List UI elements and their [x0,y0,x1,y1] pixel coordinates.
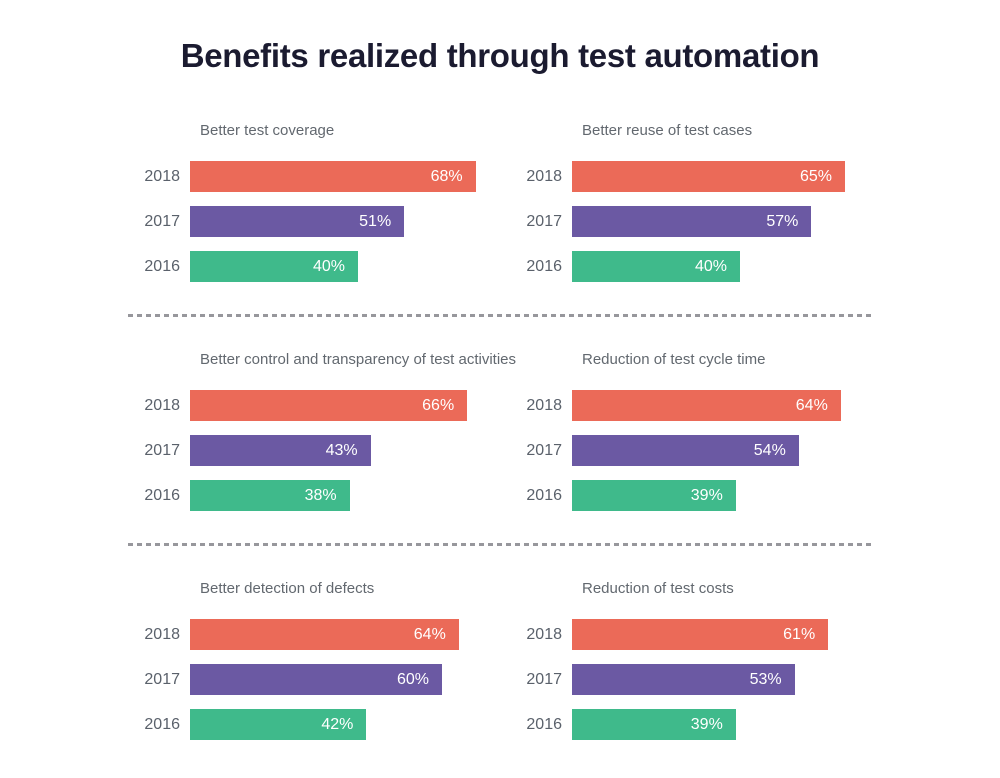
bar-value-label: 42% [321,715,354,733]
charts-row-1: Better test coverage 2018 68% 2017 51% 2… [128,122,872,282]
bar-row: 2016 40% [510,251,872,282]
bar-row: 2017 57% [510,206,872,237]
bar-value-label: 66% [422,396,455,414]
year-label: 2017 [526,212,562,230]
bar-2018: 61% [572,619,829,650]
bar-value-label: 43% [325,441,358,459]
bar-2016: 39% [572,480,736,511]
year-label: 2017 [526,670,562,688]
chart-better-detection-of-defects: Better detection of defects 2018 64% 201… [128,580,500,740]
dashed-divider [128,543,872,546]
bar-value-label: 57% [766,212,799,230]
page-title: Benefits realized through test automatio… [180,37,820,74]
year-label: 2016 [526,257,562,275]
chart-title: Better detection of defects [200,580,375,597]
bar-row: 2017 43% [128,435,500,466]
bar-row: 2016 40% [128,251,500,282]
bar-row: 2018 64% [510,390,872,421]
chart-title: Better test coverage [200,122,335,139]
year-label: 2017 [144,441,180,459]
bar-value-label: 39% [690,486,723,504]
year-label: 2016 [144,257,180,275]
chart-title: Better control and transparency of test … [200,351,516,368]
bar-2017: 57% [572,206,812,237]
bar-row: 2018 66% [128,390,500,421]
year-label: 2016 [526,715,562,733]
bar-value-label: 68% [430,167,463,185]
chart-reduction-of-test-cycle-time: Reduction of test cycle time 2018 64% 20… [510,351,872,511]
year-label: 2016 [144,715,180,733]
bar-2018: 65% [572,161,845,192]
bar-row: 2018 64% [128,619,500,650]
year-label: 2018 [144,625,180,643]
year-label: 2016 [144,486,180,504]
dashed-divider [128,314,872,317]
bar-row: 2016 38% [128,480,500,511]
bar-2018: 68% [190,161,476,192]
bar-2016: 40% [190,251,358,282]
bar-2017: 43% [190,435,371,466]
bar-row: 2018 61% [510,619,872,650]
bar-row: 2016 39% [510,709,872,740]
chart-reduction-of-test-costs: Reduction of test costs 2018 61% 2017 53… [510,580,872,740]
bar-2017: 54% [572,435,799,466]
bar-value-label: 40% [312,257,345,275]
charts-grid: Better test coverage 2018 68% 2017 51% 2… [128,122,872,740]
year-label: 2018 [144,396,180,414]
bar-value-label: 64% [413,625,446,643]
bar-value-label: 53% [749,670,782,688]
chart-better-control-and-transparency: Better control and transparency of test … [128,351,516,511]
bar-2016: 42% [190,709,367,740]
charts-row-3: Better detection of defects 2018 64% 201… [128,580,872,740]
bar-value-label: 51% [359,212,392,230]
bar-row: 2018 68% [128,161,500,192]
bar-2018: 64% [190,619,459,650]
bar-row: 2017 53% [510,664,872,695]
bar-value-label: 64% [795,396,828,414]
year-label: 2017 [144,670,180,688]
bar-value-label: 61% [783,625,816,643]
bar-2018: 66% [190,390,468,421]
bar-2016: 39% [572,709,736,740]
bar-value-label: 54% [753,441,786,459]
bar-row: 2016 39% [510,480,872,511]
bar-value-label: 39% [690,715,723,733]
chart-title: Reduction of test cycle time [582,351,766,368]
bar-row: 2017 51% [128,206,500,237]
bar-value-label: 38% [304,486,337,504]
year-label: 2017 [144,212,180,230]
bar-value-label: 40% [694,257,727,275]
bar-2018: 64% [572,390,841,421]
bar-2016: 38% [190,480,350,511]
bar-2016: 40% [572,251,740,282]
bar-value-label: 60% [396,670,429,688]
bar-row: 2018 65% [510,161,872,192]
year-label: 2018 [526,625,562,643]
bar-row: 2017 54% [510,435,872,466]
year-label: 2018 [526,396,562,414]
chart-better-test-coverage: Better test coverage 2018 68% 2017 51% 2… [128,122,500,282]
charts-row-2: Better control and transparency of test … [128,351,872,511]
bar-row: 2017 60% [128,664,500,695]
chart-title: Reduction of test costs [582,580,734,597]
year-label: 2017 [526,441,562,459]
year-label: 2018 [526,167,562,185]
bar-value-label: 65% [799,167,832,185]
bar-row: 2016 42% [128,709,500,740]
chart-title: Better reuse of test cases [582,122,753,139]
bar-2017: 60% [190,664,442,695]
year-label: 2018 [144,167,180,185]
year-label: 2016 [526,486,562,504]
bar-2017: 51% [190,206,405,237]
chart-better-reuse-of-test-cases: Better reuse of test cases 2018 65% 2017… [510,122,872,282]
bar-2017: 53% [572,664,795,695]
